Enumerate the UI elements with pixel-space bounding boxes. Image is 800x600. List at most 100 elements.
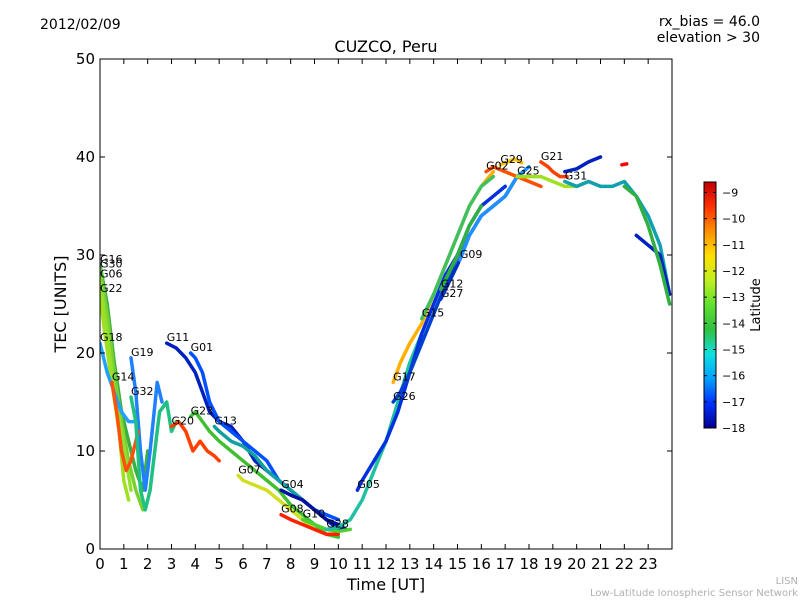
series-label: G18 <box>100 331 123 344</box>
series-label: G30 <box>100 258 123 271</box>
y-axis-label: TEC [UNITS] <box>51 256 70 354</box>
series-line-g05 <box>355 184 507 492</box>
x-tick-label: 5 <box>214 555 224 573</box>
series-label: G10 <box>303 508 326 521</box>
colorbar-tick-label: −13 <box>722 291 745 304</box>
y-tick-label: 20 <box>76 344 95 362</box>
series-label: G01 <box>191 341 214 354</box>
colorbar-gradient <box>703 181 717 429</box>
series-line-g11 <box>164 341 348 532</box>
y-tick-label: 0 <box>85 540 95 558</box>
series-label: G23 <box>191 405 214 418</box>
series-label: G20 <box>172 415 195 428</box>
x-tick-label: 14 <box>424 555 443 573</box>
y-tick-label: 40 <box>76 148 95 166</box>
series-line-g19 <box>129 356 164 492</box>
colorbar-tick-label: −15 <box>722 343 745 356</box>
x-tick-label: 13 <box>400 555 419 573</box>
x-tick-label: 16 <box>472 555 491 573</box>
series-line-g20 <box>169 419 221 463</box>
colorbar-tick-label: −11 <box>722 239 745 252</box>
x-tick-label: 3 <box>167 555 177 573</box>
x-tick-label: 19 <box>543 555 562 573</box>
y-tick-label: 50 <box>76 50 95 68</box>
series-label: G32 <box>131 385 154 398</box>
x-tick-label: 0 <box>95 555 105 573</box>
series-label: G02 <box>486 160 509 173</box>
series-label: G13 <box>214 415 237 428</box>
series-line-g31 <box>563 179 672 296</box>
series-label: G14 <box>112 370 135 383</box>
chart-title: CUZCO, Peru <box>334 37 438 56</box>
series-label: G09 <box>460 248 483 261</box>
series-label: G28 <box>326 517 349 530</box>
x-tick-label: 17 <box>496 555 515 573</box>
series-label: G06 <box>100 268 123 281</box>
series-label: G11 <box>167 331 190 344</box>
y-tick-label: 30 <box>76 246 95 264</box>
series-line-g08 <box>279 512 341 537</box>
series-label: G07 <box>238 464 261 477</box>
x-tick-label: 9 <box>310 555 320 573</box>
colorbar: −9 −10 −11 −12 −13 −14 −15 −16 −17 −18 Latitude <box>703 181 764 435</box>
series-label: G26 <box>393 390 416 403</box>
x-tick-label: 6 <box>238 555 248 573</box>
x-tick-label: 10 <box>329 555 348 573</box>
date-label: 2012/02/09 <box>40 17 121 33</box>
x-tick-label: 4 <box>191 555 201 573</box>
series-line-g32 <box>129 395 179 512</box>
series-line <box>622 184 672 306</box>
series-label: G22 <box>100 282 123 295</box>
x-tick-label: 22 <box>615 555 634 573</box>
x-tick-label: 12 <box>376 555 395 573</box>
series-label: G21 <box>541 150 564 163</box>
x-axis-label: Time [UT] <box>346 575 425 594</box>
series-line-g12 <box>439 204 484 292</box>
series-layer <box>100 155 672 539</box>
series-label: G17 <box>393 370 416 383</box>
series-line-g09 <box>458 165 531 262</box>
colorbar-tick-label: −18 <box>722 422 745 435</box>
x-tick-label: 23 <box>639 555 658 573</box>
x-tick-label: 2 <box>143 555 153 573</box>
colorbar-tick-label: −10 <box>722 213 745 226</box>
colorbar-tick-label: −17 <box>722 396 745 409</box>
series-line-g04 <box>279 488 348 532</box>
axes: 0 1 2 3 4 5 6 7 8 9 10 11 12 13 14 15 16 17 18 19 20 21 22 2301… <box>76 50 672 573</box>
series-label: G25 <box>517 165 540 178</box>
plot-frame <box>99 58 673 550</box>
series-label: G05 <box>357 478 380 491</box>
credit-long: Low-Latitude Ionospheric Sensor Network <box>590 588 798 599</box>
series-label: G27 <box>441 287 464 300</box>
series-label: G12 <box>441 277 464 290</box>
series-label: G19 <box>131 346 154 359</box>
series-label: G15 <box>422 307 445 320</box>
series-label: G16 <box>100 253 123 266</box>
x-tick-label: 7 <box>262 555 272 573</box>
series-line <box>620 162 629 167</box>
series-label: G04 <box>281 478 304 491</box>
rx-bias-label: rx_bias = 46.0 <box>658 14 760 30</box>
x-tick-label: 18 <box>519 555 538 573</box>
x-tick-label: 11 <box>353 555 372 573</box>
colorbar-tick-label: −16 <box>722 370 745 383</box>
x-tick-label: 21 <box>591 555 610 573</box>
series-line <box>563 155 603 174</box>
colorbar-tick-label: −14 <box>722 317 745 330</box>
series-label: G29 <box>500 153 523 166</box>
series-line-g18 <box>100 341 138 424</box>
elevation-label: elevation > 30 <box>656 30 760 46</box>
credit-short: LISN <box>775 576 798 587</box>
series-line-g29 <box>498 157 524 167</box>
colorbar-tick-label: −9 <box>722 186 738 199</box>
colorbar-tick-label: −12 <box>722 265 745 278</box>
series-line-g02 <box>484 165 543 189</box>
y-tick-label: 10 <box>76 442 95 460</box>
series-line-g15 <box>420 174 496 321</box>
x-tick-label: 15 <box>448 555 467 573</box>
x-tick-label: 20 <box>567 555 586 573</box>
x-tick-label: 8 <box>286 555 296 573</box>
x-tick-label: 1 <box>119 555 129 573</box>
